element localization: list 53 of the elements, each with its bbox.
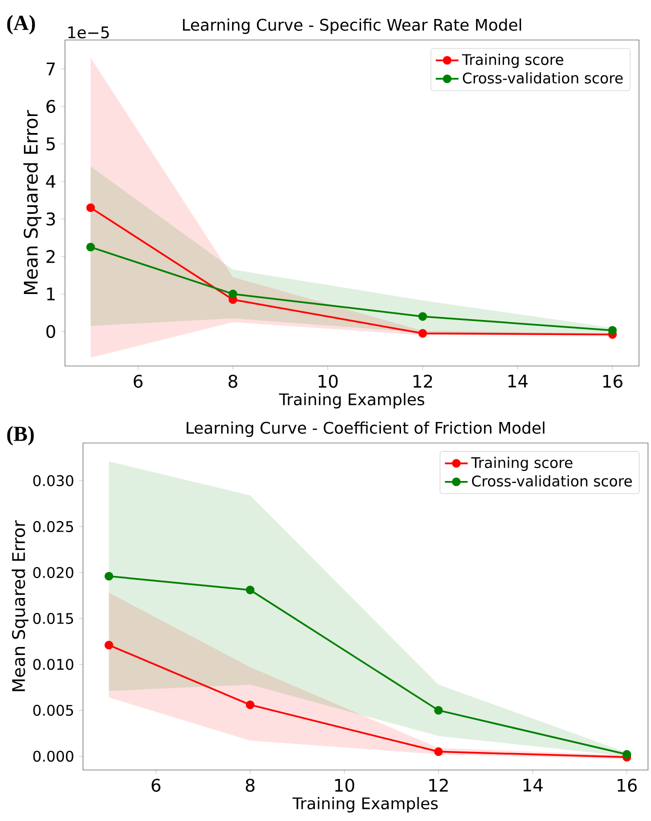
x-tick-label: 6	[134, 374, 142, 388]
point	[434, 706, 443, 715]
legend-label: Cross-validation score	[472, 475, 632, 487]
point	[418, 312, 428, 321]
x-tick-label: 10	[318, 374, 338, 388]
y-axis-title: Mean Squared Error	[23, 110, 42, 294]
y-tick-label: 0	[46, 324, 56, 338]
x-tick-label: 12	[429, 778, 448, 792]
legend-label: Training score	[471, 456, 572, 471]
y-tick-label: 0.025	[33, 521, 73, 532]
point	[246, 700, 254, 710]
x-tick-label: 16	[618, 778, 637, 792]
y-tick-label: 1	[47, 288, 55, 300]
point	[622, 750, 632, 759]
x-tick-label: 14	[524, 778, 543, 792]
point	[418, 329, 428, 338]
x-tick-label: 8	[246, 778, 254, 792]
y-tick-label: 0.015	[33, 612, 73, 624]
point	[86, 242, 95, 252]
point	[246, 586, 254, 594]
text: 1e−5	[68, 26, 109, 38]
y-tick-label: 3	[46, 212, 55, 226]
text: (B)	[7, 426, 34, 446]
chart-title: Learning Curve - Specific Wear Rate Model	[183, 18, 522, 34]
point	[228, 290, 238, 298]
y-tick-label: 0.005	[33, 704, 73, 716]
y-tick-label: 2	[46, 250, 55, 263]
y-tick-label: 0.020	[33, 566, 74, 578]
point	[86, 203, 95, 212]
legend-label: Cross-validation score	[462, 72, 623, 84]
y-tick-label: 5	[46, 137, 55, 150]
point	[104, 572, 114, 581]
point	[608, 326, 617, 335]
point	[434, 747, 443, 756]
x-tick-label: 16	[603, 374, 622, 388]
x-tick-label: 12	[414, 374, 432, 388]
x-tick-label: 6	[152, 778, 160, 792]
y-tick-label: 0.000	[33, 750, 74, 762]
x-tick-label: 8	[228, 374, 238, 388]
y-tick-label: 0.030	[33, 475, 74, 486]
chart-title: Learning Curve - Coefficient of Friction Model	[186, 421, 544, 437]
y-tick-label: 0.010	[33, 658, 74, 670]
y-axis-title: Mean Squared Error	[12, 520, 28, 692]
x-axis-title: Training Examples	[278, 392, 424, 408]
point	[104, 640, 114, 650]
x-tick-label: 10	[335, 778, 354, 792]
y-tick-label: 4	[46, 175, 56, 188]
legend-label: Training score	[462, 54, 564, 68]
x-tick-label: 14	[508, 374, 528, 388]
y-tick-label: 7	[46, 62, 55, 76]
x-axis-title: Training Examples	[292, 796, 438, 812]
text: (A)	[7, 15, 35, 34]
y-tick-label: 6	[46, 100, 56, 113]
